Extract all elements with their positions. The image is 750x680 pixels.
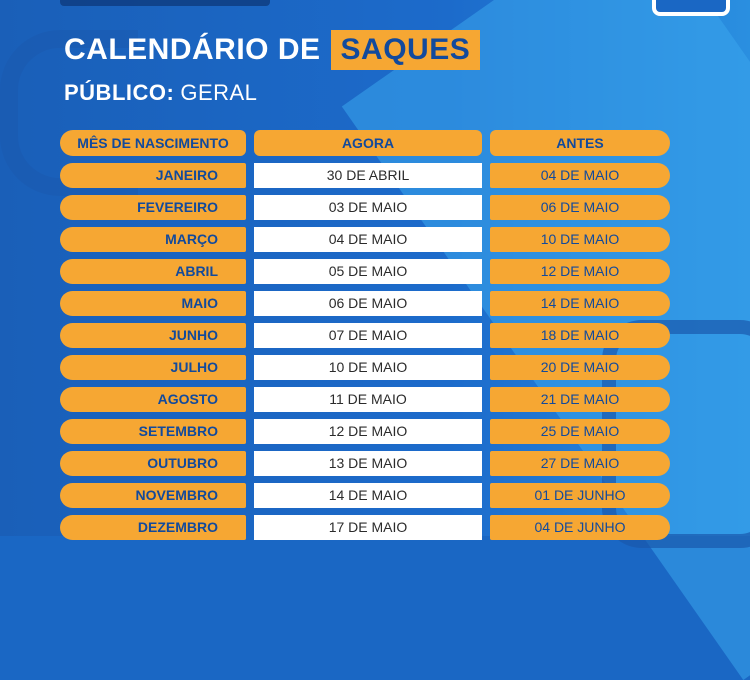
row-month-cell: JANEIRO <box>60 163 246 188</box>
title-highlight: SAQUES <box>330 30 481 70</box>
corner-logo-shape <box>652 0 730 16</box>
row-agora-cell: 11 DE MAIO <box>254 387 482 412</box>
audience-value: GERAL <box>180 80 258 105</box>
row-month-cell: OUTUBRO <box>60 451 246 476</box>
row-antes-cell: 04 DE JUNHO <box>490 515 670 540</box>
row-antes-cell: 06 DE MAIO <box>490 195 670 220</box>
row-agora-cell: 10 DE MAIO <box>254 355 482 380</box>
row-antes-cell: 01 DE JUNHO <box>490 483 670 508</box>
row-agora-cell: 12 DE MAIO <box>254 419 482 444</box>
title-text: CALENDÁRIO DE <box>64 33 321 66</box>
audience-label: PÚBLICO: <box>64 80 175 105</box>
row-antes-cell: 20 DE MAIO <box>490 355 670 380</box>
row-antes-cell: 18 DE MAIO <box>490 323 670 348</box>
row-antes-cell: 27 DE MAIO <box>490 451 670 476</box>
row-agora-cell: 13 DE MAIO <box>254 451 482 476</box>
row-antes-cell: 10 DE MAIO <box>490 227 670 252</box>
header-agora: AGORA <box>254 130 482 156</box>
row-month-cell: AGOSTO <box>60 387 246 412</box>
row-agora-cell: 04 DE MAIO <box>254 227 482 252</box>
row-antes-cell: 14 DE MAIO <box>490 291 670 316</box>
row-agora-cell: 03 DE MAIO <box>254 195 482 220</box>
header-month: MÊS DE NASCIMENTO <box>60 130 246 156</box>
row-agora-cell: 05 DE MAIO <box>254 259 482 284</box>
page-title: CALENDÁRIO DE SAQUES <box>64 30 481 70</box>
row-month-cell: MARÇO <box>60 227 246 252</box>
header-antes: ANTES <box>490 130 670 156</box>
row-agora-cell: 17 DE MAIO <box>254 515 482 540</box>
row-month-cell: JULHO <box>60 355 246 380</box>
row-month-cell: SETEMBRO <box>60 419 246 444</box>
audience-line: PÚBLICO: GERAL <box>64 80 257 106</box>
schedule-table: MÊS DE NASCIMENTO AGORA ANTES JANEIRO 30 … <box>60 130 670 540</box>
row-agora-cell: 06 DE MAIO <box>254 291 482 316</box>
row-month-cell: NOVEMBRO <box>60 483 246 508</box>
row-agora-cell: 14 DE MAIO <box>254 483 482 508</box>
row-antes-cell: 04 DE MAIO <box>490 163 670 188</box>
row-month-cell: JUNHO <box>60 323 246 348</box>
row-month-cell: FEVEREIRO <box>60 195 246 220</box>
row-month-cell: DEZEMBRO <box>60 515 246 540</box>
row-agora-cell: 30 DE ABRIL <box>254 163 482 188</box>
row-month-cell: MAIO <box>60 291 246 316</box>
row-antes-cell: 21 DE MAIO <box>490 387 670 412</box>
row-antes-cell: 12 DE MAIO <box>490 259 670 284</box>
row-month-cell: ABRIL <box>60 259 246 284</box>
row-agora-cell: 07 DE MAIO <box>254 323 482 348</box>
top-banner-strip <box>60 0 270 6</box>
row-antes-cell: 25 DE MAIO <box>490 419 670 444</box>
